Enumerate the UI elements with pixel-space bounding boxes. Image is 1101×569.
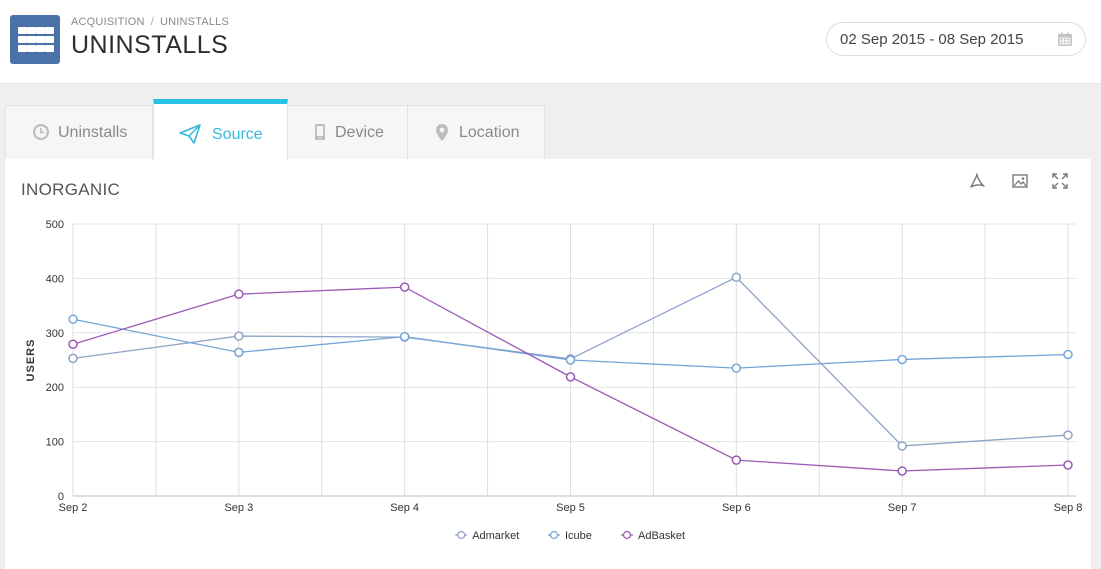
data-point-adbasket bbox=[234, 289, 244, 299]
page-title: UNINSTALLS bbox=[71, 31, 229, 59]
grid-icon-cell bbox=[36, 45, 45, 52]
data-point-icube bbox=[897, 354, 907, 365]
tab-location[interactable]: Location bbox=[407, 105, 545, 159]
data-point-icube bbox=[1063, 349, 1073, 360]
breadcrumb-item-acquisition[interactable]: ACQUISITION bbox=[71, 16, 145, 28]
y-tick-label: 500 bbox=[46, 219, 64, 231]
data-point-admarket bbox=[731, 272, 742, 283]
data-point-admarket bbox=[1063, 430, 1073, 440]
y-axis-label: USERS bbox=[25, 339, 37, 382]
data-point-icube bbox=[68, 314, 78, 324]
tab-location-label: Location bbox=[459, 124, 520, 141]
y-tick-label: 400 bbox=[46, 273, 64, 285]
tab-device[interactable]: Device bbox=[287, 105, 408, 159]
pdf-icon[interactable] bbox=[968, 172, 986, 190]
breadcrumb: ACQUISITION / UNINSTALLS bbox=[71, 16, 229, 28]
date-range-text: 02 Sep 2015 - 08 Sep 2015 bbox=[840, 31, 1024, 48]
grid-icon-cell bbox=[18, 36, 27, 43]
grid-icon[interactable] bbox=[10, 15, 60, 64]
y-tick-label: 200 bbox=[46, 382, 64, 394]
page-header: ACQUISITION / UNINSTALLS UNINSTALLS 02 Sep… bbox=[0, 0, 1101, 84]
breadcrumb-item-uninstalls: UNINSTALLS bbox=[159, 16, 230, 28]
x-tick-label: Sep 6 bbox=[722, 502, 751, 514]
grid-icon-cell bbox=[27, 45, 36, 52]
data-point-icube bbox=[399, 331, 410, 342]
tab-uninstalls-label: Uninstalls bbox=[58, 124, 128, 141]
x-tick-label: Sep 8 bbox=[1054, 502, 1083, 514]
data-point-adbasket bbox=[68, 339, 78, 349]
breadcrumb-separator: / bbox=[150, 16, 154, 28]
x-tick-label: Sep 3 bbox=[224, 502, 253, 514]
grid-icon-cell bbox=[45, 27, 54, 34]
calendar-icon bbox=[1058, 32, 1072, 46]
grid-icon-cell bbox=[45, 45, 54, 52]
data-point-adbasket bbox=[399, 282, 410, 292]
mobile-icon bbox=[315, 124, 325, 140]
legend-label-icube: Icube bbox=[565, 530, 592, 542]
tab-source[interactable]: Source bbox=[153, 99, 288, 160]
line-chart: 0 100 200 300 400 500 Sep 2 Sep 3 Sep 4 Sep 5 Sep … bbox=[25, 219, 1083, 542]
legend-marker-adbasket bbox=[622, 530, 632, 540]
tab-device-label: Device bbox=[335, 124, 384, 141]
grid-icon-cell bbox=[27, 27, 36, 34]
tab-uninstalls[interactable]: Uninstalls bbox=[5, 105, 153, 159]
expand-icon[interactable] bbox=[1051, 172, 1069, 190]
legend-marker-admarket bbox=[457, 530, 466, 540]
tab-source-label: Source bbox=[212, 126, 263, 143]
data-point-admarket bbox=[68, 353, 78, 364]
data-point-icube bbox=[234, 347, 244, 358]
data-point-adbasket bbox=[1063, 460, 1073, 470]
grid-icon-cell bbox=[36, 27, 45, 34]
grid-icon-cell bbox=[45, 36, 54, 43]
data-point-admarket bbox=[897, 441, 907, 451]
data-point-icube bbox=[565, 355, 576, 365]
legend-label-admarket: Admarket bbox=[472, 530, 519, 542]
y-tick-label: 100 bbox=[46, 437, 64, 449]
data-point-admarket bbox=[234, 331, 244, 341]
y-tick-label: 0 bbox=[58, 491, 64, 503]
grid-icon-cell bbox=[27, 36, 36, 43]
paper-plane-icon bbox=[179, 124, 201, 144]
data-point-icube bbox=[731, 363, 742, 373]
map-pin-icon bbox=[436, 124, 448, 141]
grid-icon-cell bbox=[18, 45, 27, 52]
chart-panel: INORGANIC 0 100 200 300 400 500 Sep 2 Sep 3 Sep … bbox=[5, 159, 1091, 569]
x-tick-label: Sep 5 bbox=[556, 502, 585, 514]
x-tick-label: Sep 2 bbox=[59, 502, 88, 514]
legend-label-adbasket: AdBasket bbox=[638, 530, 685, 542]
grid-icon-cell bbox=[36, 36, 45, 43]
clock-icon bbox=[33, 124, 49, 140]
x-tick-label: Sep 4 bbox=[390, 502, 419, 514]
data-point-adbasket bbox=[565, 372, 576, 382]
legend-marker-icube bbox=[549, 530, 559, 540]
x-tick-label: Sep 7 bbox=[888, 502, 917, 514]
data-point-adbasket bbox=[897, 466, 907, 476]
data-point-adbasket bbox=[731, 455, 742, 465]
y-tick-label: 300 bbox=[46, 328, 64, 340]
grid-icon-cell bbox=[18, 27, 27, 34]
date-range-picker[interactable]: 02 Sep 2015 - 08 Sep 2015 bbox=[826, 22, 1086, 56]
tab-bar: Uninstalls Source Device Location bbox=[5, 99, 545, 160]
panel-title: INORGANIC bbox=[21, 180, 121, 199]
image-icon[interactable] bbox=[1011, 172, 1029, 190]
